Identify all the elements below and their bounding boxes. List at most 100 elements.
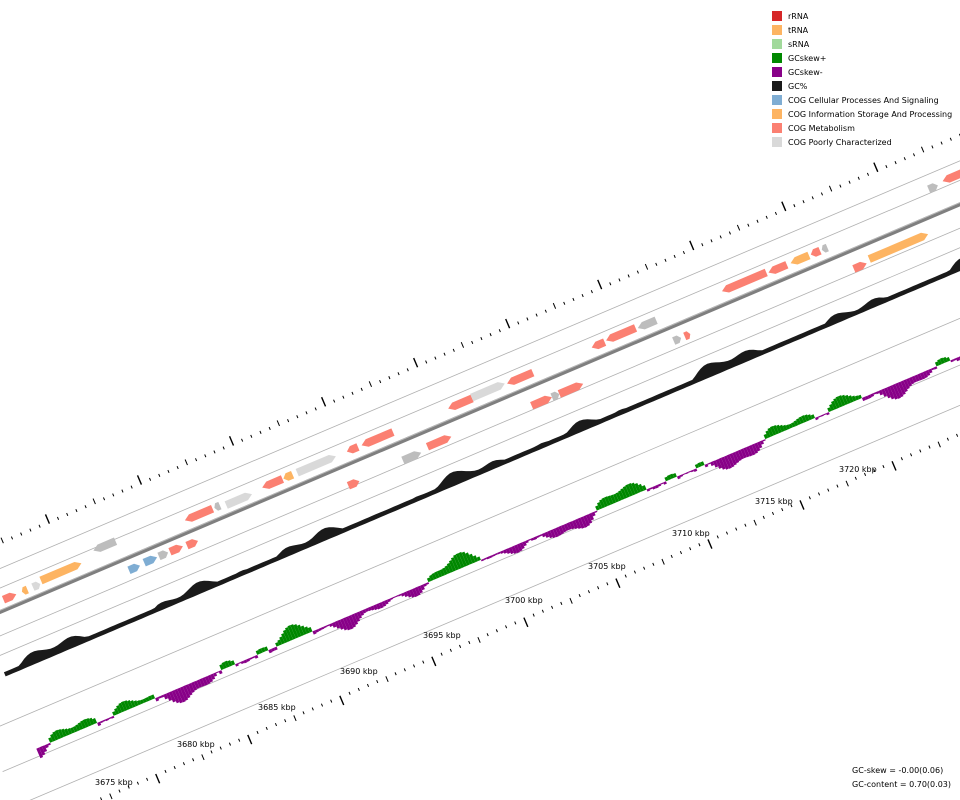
gc-skew-positive-bar: [641, 485, 647, 491]
minor-tick: [348, 691, 351, 695]
gc-skew-negative-bar: [729, 453, 737, 466]
gene-arrow: [852, 261, 867, 273]
minor-tick: [931, 145, 934, 149]
minor-tick: [167, 469, 170, 474]
major-tick: [320, 396, 327, 407]
gc-skew-positive-bar: [793, 420, 799, 427]
gc-skew-negative-bar: [762, 439, 766, 442]
gc-skew-negative-bar: [875, 391, 880, 395]
position-label: 3680 kbp: [177, 740, 215, 749]
gc-skew-positive-bar: [601, 497, 608, 508]
legend-label: rRNA: [788, 11, 809, 21]
gc-skew-positive-bar: [763, 433, 769, 440]
minor-tick: [882, 464, 885, 469]
minor-tick: [857, 176, 860, 180]
gc-skew-negative-bar: [503, 549, 508, 554]
minor-tick: [845, 480, 849, 487]
gene-arrow: [470, 382, 505, 402]
gc-skew-positive-bar: [607, 495, 614, 505]
position-label: 3720 kbp: [839, 465, 877, 474]
minor-tick: [609, 282, 612, 286]
gc-skew-negative-bar: [726, 454, 735, 468]
minor-tick: [498, 329, 501, 333]
gc-skew-positive-bar: [116, 705, 122, 714]
minor-tick: [284, 719, 287, 723]
gc-skew-negative-bar: [389, 597, 394, 601]
gc-skew-negative-bar: [950, 359, 954, 363]
gc-skew-positive-bar: [827, 407, 832, 413]
gc-skew-negative-bar: [663, 481, 667, 485]
gc-skew-positive-bar: [844, 394, 851, 404]
minor-tick: [333, 399, 336, 403]
gc-skew-negative-bar: [574, 518, 582, 529]
minor-tick: [164, 769, 167, 774]
gc-skew-positive-bar: [620, 488, 628, 499]
gene-arrow: [346, 443, 360, 454]
minor-tick: [268, 426, 271, 431]
minor-tick: [552, 302, 557, 309]
gc-skew-negative-bar: [268, 649, 273, 654]
gc-skew-negative-bar: [500, 550, 504, 554]
gc-skew-negative-bar: [248, 657, 253, 660]
gc-skew-negative-bar: [378, 602, 384, 609]
gc-skew-negative-bar: [953, 358, 957, 361]
gc-skew-positive-bar: [804, 414, 810, 422]
minor-tick: [293, 715, 297, 722]
gc-skew-negative-bar: [552, 528, 559, 538]
gc-skew-positive-bar: [279, 636, 285, 645]
backbone-highlight: [0, 202, 960, 611]
gc-skew-positive-bar: [628, 483, 636, 496]
gc-skew-negative-bar: [359, 610, 364, 616]
gc-skew-negative-bar: [414, 586, 421, 596]
gene-arrow: [591, 338, 607, 350]
gc-skew-negative-bar: [751, 443, 758, 454]
minor-tick: [109, 793, 113, 800]
gc-skew-negative-bar: [334, 620, 341, 629]
gc-skew-negative-bar: [171, 690, 180, 704]
gc-skew-positive-bar: [287, 625, 296, 640]
gene-arrow: [127, 563, 140, 574]
legend-item-cog-cellular: COG Cellular Processes And Signaling: [772, 93, 952, 107]
gc-skew-negative-bar: [679, 474, 684, 478]
minor-tick: [661, 558, 665, 565]
gc-skew-negative-bar: [826, 412, 830, 416]
minor-tick: [949, 137, 952, 141]
gc-skew-positive-bar: [450, 557, 459, 571]
gc-skew-positive-bar: [772, 425, 780, 435]
gc-skew-negative-bar: [392, 596, 396, 599]
gc-skew-negative-bar: [362, 609, 367, 614]
gene-arrow: [927, 183, 938, 193]
gc-skew-negative-bar: [160, 694, 165, 698]
gc-skew-negative-bar: [157, 695, 162, 699]
gc-skew-positive-bar: [765, 430, 771, 438]
gc-skew-negative-bar: [179, 686, 189, 701]
minor-tick: [725, 531, 729, 535]
gc-skew-positive-bar: [297, 624, 305, 637]
minor-tick: [403, 668, 406, 672]
gc-skew-negative-bar: [177, 687, 186, 703]
minor-tick: [937, 441, 941, 448]
gc-skew-positive-bar: [937, 359, 942, 366]
gc-skew-negative-bar: [188, 683, 195, 693]
minor-tick: [265, 726, 268, 731]
legend-swatch: [772, 109, 782, 119]
gc-skew-positive-bar: [638, 483, 644, 492]
gc-skew-positive-bar: [599, 499, 606, 509]
gc-skew-positive-bar: [791, 422, 796, 428]
minor-tick: [679, 550, 683, 555]
major-tick: [615, 578, 621, 589]
track-guide-lines: [0, 160, 960, 800]
gc-skew-negative-bar: [326, 624, 330, 627]
gc-skew-negative-bar: [707, 462, 711, 465]
gc-skew-positive-bar: [767, 427, 774, 437]
gc-skew-positive-bar: [48, 737, 53, 743]
gc-skew-negative-bar: [246, 658, 250, 662]
minor-tick: [765, 215, 768, 219]
gc-skew-positive-bar: [857, 394, 862, 400]
gene-arrow: [185, 539, 198, 550]
gc-skew-negative-bar: [39, 746, 46, 756]
gc-skew-negative-bar: [489, 555, 493, 559]
gc-skew-negative-bar: [163, 693, 169, 700]
gc-skew-negative-bar: [536, 535, 540, 539]
gc-skew-negative-bar: [47, 742, 51, 746]
